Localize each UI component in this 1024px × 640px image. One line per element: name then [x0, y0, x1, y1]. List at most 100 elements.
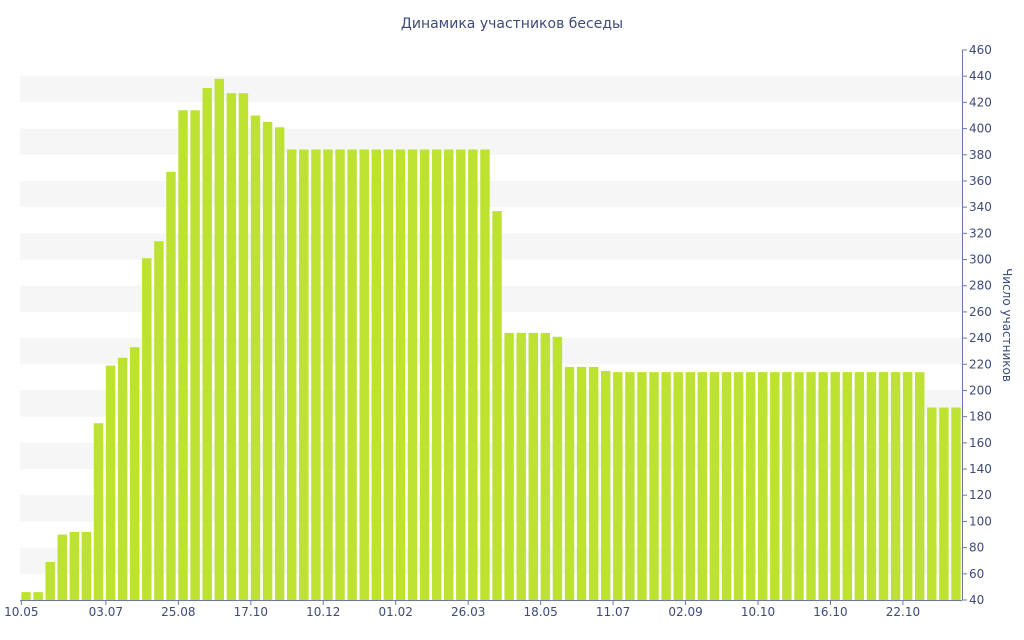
- bar: [142, 258, 152, 600]
- y-tick-label: 180: [969, 410, 992, 424]
- bar: [601, 370, 611, 600]
- grid-band: [20, 128, 962, 155]
- bar: [504, 332, 514, 600]
- y-tick-label: 140: [969, 462, 992, 476]
- x-tick-label: 18.05: [523, 605, 557, 619]
- x-tick-label: 26.03: [451, 605, 485, 619]
- bar: [649, 372, 659, 600]
- y-tick-label: 300: [969, 253, 992, 267]
- bar: [335, 149, 345, 600]
- bar: [528, 332, 538, 600]
- y-tick-label: 320: [969, 226, 992, 240]
- x-tick-label: 16.10: [813, 605, 847, 619]
- bar: [178, 110, 188, 601]
- bar: [166, 171, 176, 601]
- bar: [21, 592, 31, 600]
- bar: [576, 366, 587, 600]
- bar: [818, 372, 828, 600]
- bar: [117, 357, 128, 600]
- x-tick-label: 02.09: [668, 605, 702, 619]
- grid-bands: [20, 76, 962, 574]
- bar: [661, 372, 671, 600]
- bar: [709, 372, 720, 600]
- bar: [516, 332, 526, 600]
- y-tick-label: 260: [969, 305, 992, 319]
- bar: [770, 372, 780, 600]
- y-tick-label: 160: [969, 436, 992, 450]
- bar: [33, 592, 43, 600]
- bar: [371, 149, 381, 600]
- bar: [262, 122, 273, 601]
- grid-band: [20, 76, 962, 103]
- bar: [842, 372, 852, 600]
- bar: [383, 149, 394, 600]
- bar: [154, 241, 164, 600]
- bar: [733, 372, 744, 600]
- bar: [105, 365, 116, 600]
- y-tick-label: 80: [969, 541, 984, 555]
- bar: [540, 332, 551, 600]
- grid-band: [20, 390, 962, 417]
- bar: [830, 372, 840, 600]
- grid-band: [20, 338, 962, 365]
- y-tick-label: 340: [969, 200, 992, 214]
- bar: [902, 372, 913, 600]
- grid-band: [20, 180, 962, 208]
- bar: [287, 149, 297, 600]
- bar: [806, 372, 816, 600]
- bar: [323, 149, 333, 600]
- bar: [69, 531, 80, 600]
- y-tick-label: 360: [969, 174, 992, 188]
- bar: [745, 372, 756, 600]
- x-tick-label: 10.05: [4, 605, 38, 619]
- grid-band: [20, 547, 962, 574]
- bar: [939, 407, 949, 600]
- bar: [673, 372, 683, 600]
- x-tick-label: 10.12: [306, 605, 340, 619]
- bar: [57, 534, 67, 600]
- bar: [468, 149, 478, 600]
- bar: [274, 127, 285, 600]
- y-tick-label: 380: [969, 148, 992, 162]
- bar: [492, 211, 502, 600]
- bar: [637, 372, 647, 600]
- bar: [81, 531, 92, 600]
- chart-title: Динамика участников беседы: [401, 16, 623, 32]
- bar: [915, 372, 925, 600]
- bar: [190, 110, 200, 601]
- bar: [588, 366, 599, 600]
- x-tick-label: 17.10: [234, 605, 268, 619]
- bar: [444, 149, 454, 600]
- bar: [794, 372, 804, 600]
- bar: [456, 149, 466, 600]
- x-tick-label: 01.02: [379, 605, 413, 619]
- bar: [878, 372, 889, 600]
- bar: [407, 149, 418, 600]
- y-tick-label: 120: [969, 488, 992, 502]
- bar: [250, 115, 261, 600]
- x-tick-label: 22.10: [886, 605, 920, 619]
- y-tick-label: 220: [969, 357, 992, 371]
- bar: [480, 149, 490, 600]
- y-tick-label: 460: [969, 43, 992, 57]
- bar: [347, 149, 357, 600]
- bar: [130, 347, 140, 600]
- y-tick-label: 440: [969, 69, 992, 83]
- bar: [927, 407, 937, 600]
- x-tick-label: 10.10: [741, 605, 775, 619]
- bar: [758, 372, 768, 600]
- bar: [431, 149, 442, 600]
- y-tick-label: 400: [969, 122, 992, 136]
- bar: [93, 423, 104, 600]
- grid-band: [20, 495, 962, 522]
- axes: 40 60 80 100 120 140 160 180 200 220 240 260 280 300 3…: [4, 43, 992, 619]
- bar: [866, 372, 877, 600]
- bar: [564, 366, 575, 600]
- bar: [697, 372, 708, 600]
- y-tick-label: 420: [969, 95, 992, 109]
- bar: [299, 149, 309, 600]
- bar: [552, 336, 563, 600]
- y-tick-label: 40: [969, 593, 984, 607]
- bar: [951, 407, 961, 600]
